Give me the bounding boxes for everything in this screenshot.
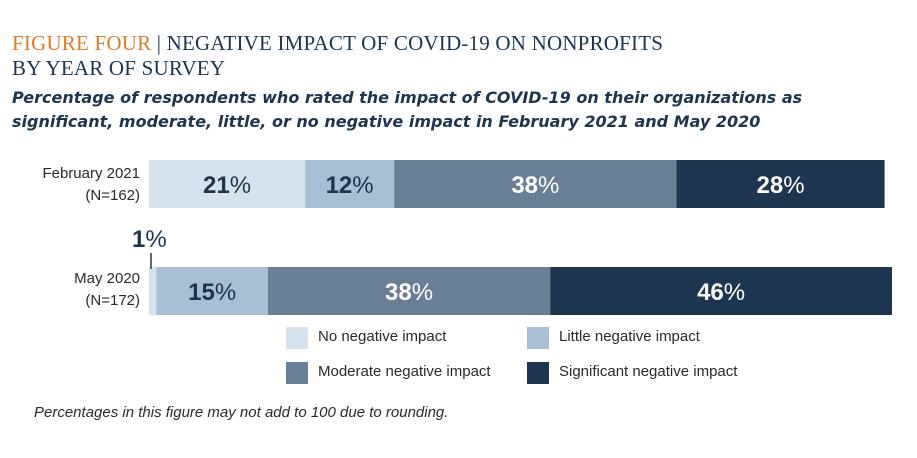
data-label: 1%	[132, 226, 167, 253]
legend-label: Moderate negative impact	[318, 363, 491, 380]
data-label: 12%	[326, 172, 374, 199]
chart-title-line-2: BY YEAR OF SURVEY	[12, 56, 226, 80]
figure-label: FIGURE FOUR	[12, 31, 152, 55]
bar-segment	[305, 160, 395, 208]
bar-segment	[394, 160, 677, 208]
data-label: 38%	[385, 279, 433, 306]
legend-swatch	[286, 327, 308, 349]
row-label-n: (N=172)	[85, 292, 140, 309]
bar-segment	[267, 267, 551, 315]
legend-swatch	[286, 362, 308, 384]
chart-subtitle: Percentage of respondents who rated the …	[12, 88, 803, 131]
data-label: 21%	[203, 172, 251, 199]
row-label-may-2020: May 2020 (N=172)	[0, 268, 140, 312]
stacked-bar-chart: 21% 12% 38% 28% 1% 15% 38% 46%	[132, 160, 892, 315]
bar-segment	[156, 267, 268, 315]
data-label: 38%	[511, 172, 559, 199]
legend-label: Significant negative impact	[559, 363, 738, 380]
legend-label: Little negative impact	[559, 328, 700, 345]
row-label-name: May 2020	[74, 270, 140, 287]
title-separator: |	[156, 31, 162, 55]
bar-segment	[149, 267, 157, 315]
chart-title-text: NEGATIVE IMPACT OF COVID-19 ON NONPROFIT…	[166, 31, 664, 55]
bar-segment	[149, 160, 306, 208]
chart-title-line-1: FIGURE FOUR | NEGATIVE IMPACT OF COVID-1…	[12, 31, 663, 56]
data-label: 28%	[757, 172, 805, 199]
row-label-feb-2021: February 2021 (N=162)	[0, 163, 140, 207]
legend-swatch	[527, 327, 549, 349]
bar-segment	[550, 267, 892, 315]
legend-swatch	[527, 362, 549, 384]
bar-segment	[676, 160, 885, 208]
row-label-name: February 2021	[42, 165, 140, 182]
rounding-footnote: Percentages in this figure may not add t…	[34, 404, 449, 421]
legend-label: No negative impact	[318, 328, 447, 345]
row-label-n: (N=162)	[85, 187, 140, 204]
data-label: 46%	[697, 279, 745, 306]
data-label: 15%	[188, 279, 236, 306]
